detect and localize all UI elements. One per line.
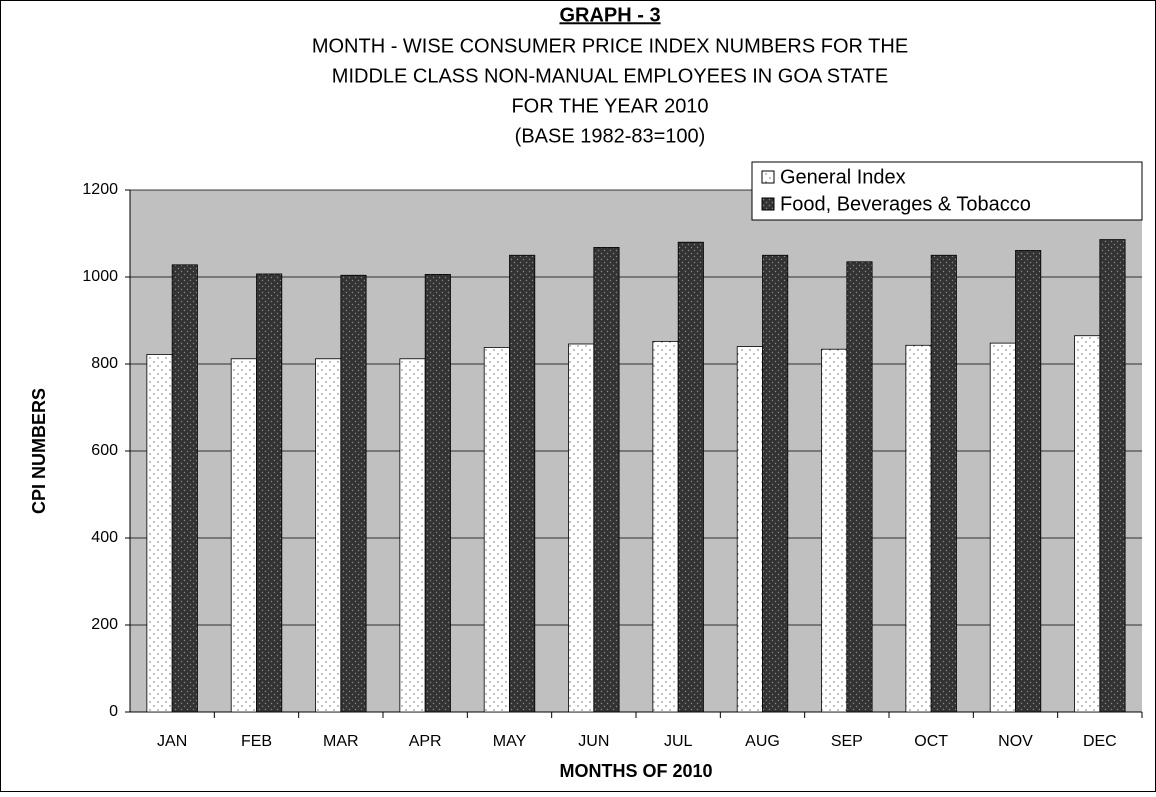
x-tick-label: APR <box>409 733 442 750</box>
bar <box>230 358 257 713</box>
y-tick-label: 1200 <box>82 181 118 198</box>
x-tick-label: JUN <box>578 733 609 750</box>
x-tick-label: DEC <box>1083 733 1117 750</box>
x-axis-label: MONTHS OF 2010 <box>559 761 712 781</box>
legend-swatch <box>761 197 775 211</box>
bar <box>905 344 932 713</box>
chart-subtitle: FOR THE YEAR 2010 <box>511 95 708 117</box>
chart-subtitle: (BASE 1982-83=100) <box>515 125 706 147</box>
bar <box>256 273 283 713</box>
legend-box <box>751 161 1143 221</box>
x-tick-label: OCT <box>914 733 948 750</box>
bar <box>821 348 848 713</box>
x-tick-label: JUL <box>664 733 693 750</box>
bar <box>483 347 510 713</box>
legend-label: General Index <box>780 166 906 188</box>
x-tick-label: SEP <box>831 733 863 750</box>
bar <box>736 346 763 713</box>
bar <box>677 241 704 713</box>
bar <box>762 254 789 713</box>
chart-subtitle: MONTH - WISE CONSUMER PRICE INDEX NUMBER… <box>312 35 908 57</box>
bar <box>509 254 536 713</box>
x-tick-label: MAR <box>323 733 359 750</box>
bar <box>1074 335 1101 713</box>
bar <box>930 254 957 713</box>
bar <box>171 264 198 713</box>
bar <box>146 354 173 713</box>
bar <box>340 274 367 713</box>
chart-subtitle: MIDDLE CLASS NON-MANUAL EMPLOYEES IN GOA… <box>332 65 888 87</box>
bar <box>593 247 620 713</box>
bar <box>315 358 342 713</box>
x-tick-label: NOV <box>998 733 1033 750</box>
x-tick-label: MAY <box>493 733 527 750</box>
bar <box>652 340 679 713</box>
chart-title: GRAPH - 3 <box>559 4 660 26</box>
y-tick-label: 800 <box>91 355 118 372</box>
bar <box>568 343 595 713</box>
bar <box>846 261 873 713</box>
x-tick-label: FEB <box>241 733 272 750</box>
x-tick-label: AUG <box>745 733 780 750</box>
y-axis-label: CPI NUMBERS <box>29 388 49 514</box>
bar <box>989 342 1016 713</box>
y-tick-label: 200 <box>91 616 118 633</box>
legend-swatch <box>761 170 775 184</box>
bar <box>1015 250 1042 713</box>
y-tick-label: 1000 <box>82 268 118 285</box>
y-tick-label: 400 <box>91 529 118 546</box>
bar <box>1099 239 1126 713</box>
legend-label: Food, Beverages & Tobacco <box>780 193 1031 215</box>
x-tick-label: JAN <box>157 733 187 750</box>
bar <box>399 358 426 713</box>
y-tick-label: 0 <box>109 703 118 720</box>
bar <box>424 273 451 713</box>
y-tick-label: 600 <box>91 442 118 459</box>
